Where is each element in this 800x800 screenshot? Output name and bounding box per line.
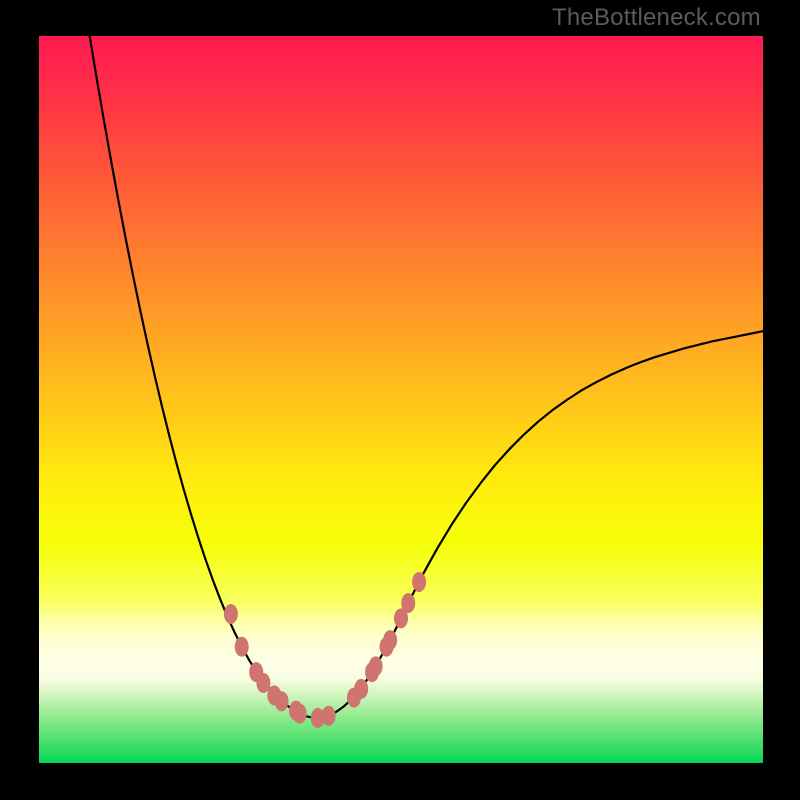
marker-point	[369, 656, 383, 676]
chart-container	[39, 36, 763, 763]
marker-point	[275, 691, 289, 711]
marker-point	[224, 604, 238, 624]
marker-point	[383, 630, 397, 650]
marker-point	[235, 637, 249, 657]
marker-point	[401, 593, 415, 613]
marker-point	[293, 704, 307, 724]
marker-point	[256, 673, 270, 693]
chart-svg	[39, 36, 763, 763]
watermark-text: TheBottleneck.com	[552, 4, 761, 32]
marker-point	[322, 706, 336, 726]
marker-point	[354, 679, 368, 699]
chart-background	[39, 36, 763, 763]
marker-point	[412, 572, 426, 592]
